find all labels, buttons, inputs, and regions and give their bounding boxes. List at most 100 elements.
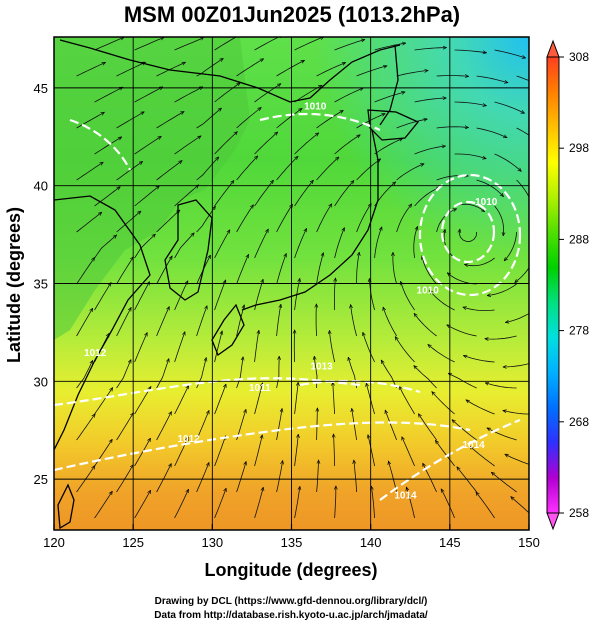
streamline	[401, 437, 415, 467]
streamline	[494, 101, 525, 114]
streamline	[333, 382, 335, 415]
streamline	[294, 37, 324, 51]
streamline	[381, 360, 397, 389]
streamline	[432, 392, 455, 415]
streamline	[174, 136, 201, 155]
streamline	[76, 212, 102, 233]
streamline	[254, 487, 264, 519]
isobar-label: 1014	[394, 491, 417, 502]
colorbar-body	[546, 56, 560, 514]
coastline-korea	[164, 199, 213, 301]
coastline-asia	[59, 39, 401, 103]
streamline	[503, 363, 529, 367]
colorbar: 258 268 278 288 298 308	[546, 39, 589, 531]
streamline	[254, 180, 274, 207]
streamline	[94, 187, 121, 207]
streamline	[316, 460, 319, 493]
streamline	[116, 112, 145, 129]
streamline	[395, 337, 415, 363]
streamline	[463, 356, 495, 363]
coastline-kyushu	[211, 303, 245, 357]
streamline	[76, 308, 93, 337]
streamline	[196, 306, 207, 337]
x-tick-label: 140	[360, 535, 382, 550]
colorbar-min-arrow	[546, 512, 560, 531]
streamline	[476, 127, 507, 139]
streamline	[214, 230, 230, 259]
y-tick-label: 40	[34, 179, 48, 194]
streamline	[196, 411, 209, 441]
streamline	[485, 383, 517, 389]
x-tick-label: 130	[201, 535, 223, 550]
streamline	[236, 462, 247, 493]
streamline	[335, 486, 336, 519]
streamline	[476, 179, 504, 197]
streamline	[254, 383, 263, 415]
isobar-label: 1012	[177, 434, 200, 445]
x-tick-label: 120	[43, 535, 65, 550]
streamline	[156, 359, 169, 389]
colorbar-tick-label: 258	[569, 506, 589, 520]
streamline	[393, 252, 397, 285]
streamline	[236, 254, 249, 285]
streamline	[444, 229, 455, 259]
streamline	[94, 491, 113, 519]
streamline	[316, 62, 346, 77]
streamline	[401, 281, 415, 311]
streamline	[254, 330, 259, 363]
coastlines	[54, 39, 420, 530]
streamline	[276, 461, 283, 493]
low-pressure-center-contour	[440, 200, 496, 264]
streamline	[196, 108, 222, 129]
streamline	[422, 256, 437, 285]
streamline	[476, 75, 508, 83]
streamline	[334, 87, 364, 103]
streamline	[94, 283, 111, 311]
streamline	[236, 156, 258, 181]
streamline	[116, 413, 134, 441]
lat-lon-grid	[54, 37, 529, 530]
streamline	[334, 181, 354, 207]
streamline	[494, 205, 504, 236]
streamline	[76, 112, 105, 129]
streamline	[505, 313, 529, 323]
coastline-honshu	[241, 129, 379, 311]
streamline	[487, 427, 517, 441]
streamline	[504, 231, 517, 261]
x-tick-label: 145	[439, 535, 461, 550]
streamline	[134, 87, 163, 103]
low-pressure-outer-contour	[418, 173, 522, 297]
streamline	[454, 49, 487, 53]
streamline	[329, 330, 335, 363]
streamline	[196, 157, 219, 181]
streamline	[334, 40, 365, 51]
streamline	[294, 486, 300, 519]
streamline	[116, 360, 132, 389]
streamline	[214, 37, 237, 51]
streamline	[354, 460, 357, 493]
streamline	[76, 162, 104, 181]
streamline	[276, 156, 298, 181]
streamline	[396, 204, 412, 233]
streamline	[156, 61, 186, 77]
streamline	[214, 384, 226, 415]
isobar-label: 1011	[249, 383, 271, 394]
streamline	[276, 59, 305, 77]
streamline	[214, 181, 234, 207]
streamline	[414, 366, 437, 389]
isobar-label: 1010	[417, 285, 440, 296]
streamline	[156, 161, 183, 181]
coastline-taiwan	[57, 483, 75, 530]
streamline	[276, 204, 293, 233]
streamline	[174, 37, 204, 51]
streamline	[236, 108, 262, 129]
streamline	[156, 307, 170, 337]
streamline	[174, 489, 189, 519]
x-axis-label: Longitude (degrees)	[204, 560, 377, 580]
streamline	[485, 335, 517, 339]
isobar-label: 1014	[462, 440, 485, 451]
streamline	[116, 308, 132, 337]
y-tick-label: 35	[34, 277, 48, 292]
coastline-sakhalin	[379, 44, 399, 126]
streamline	[459, 229, 477, 242]
